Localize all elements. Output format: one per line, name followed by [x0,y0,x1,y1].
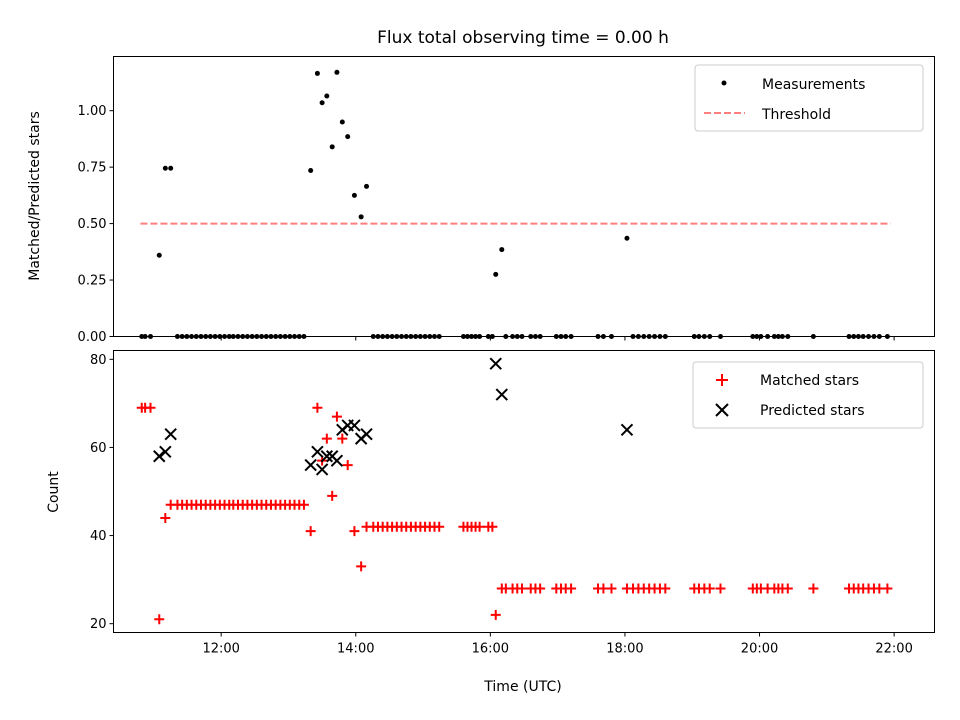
matched-stars-point [331,411,342,422]
matched-stars-point [660,583,671,594]
matched-stars-point [535,583,546,594]
predicted-stars-point [164,428,177,441]
threshold-legend-label: Threshold [761,107,831,123]
x-tick-label: 16:00 [472,642,509,657]
predicted-stars-point [153,450,166,463]
matched-stars-point [487,521,498,532]
matched-stars-point [305,526,316,537]
bottom-y-tick-label: 20 [90,617,107,632]
top-chart-title: Flux total observing time = 0.00 h [377,28,669,48]
predicted-stars-point [360,428,373,441]
matched-stars-point [145,402,156,413]
predicted-stars-point [159,445,172,459]
matched-stars-point [704,583,715,594]
measurements-point [334,69,340,75]
x-axis-label: Time (UTC) [483,679,561,695]
top-y-axis-label: Matched/Predicted stars [27,111,43,281]
predicted-stars-point [304,458,317,472]
matched-stars-point [808,583,819,594]
top-y-tick-label: 0.25 [78,274,107,289]
top-y-tick-label: 0.50 [78,217,107,232]
top-legend: Measurements Threshold [694,64,924,132]
bottom-y-tick-label: 40 [90,529,107,544]
measurements-legend-label: Measurements [762,77,865,93]
bottom-y-ticks: 20 40 60 80 [90,353,114,632]
matched-stars-legend-marker [716,374,728,386]
matched-stars-point [154,614,165,625]
measurements-point [624,235,630,241]
matched-stars-point [606,583,617,594]
bottom-axes-frame [113,350,935,633]
measurements-point [308,168,314,174]
matched-stars-point [312,402,323,413]
matched-stars-point [490,609,501,620]
top-y-tick-label: 0.00 [78,330,107,345]
measurements-point [339,119,345,125]
measurements-point [351,192,357,198]
x-tick-label: 14:00 [337,642,374,657]
predicted-stars-point [330,454,344,467]
measurements-point [345,134,351,140]
matched-stars-point [516,583,527,594]
bottom-x-ticks: 12:00 14:00 16:00 18:00 20:00 22:00 [202,632,913,657]
measurements-point [329,144,335,150]
matched-stars-point [321,433,332,444]
measurements-point [314,70,320,76]
predicted-stars-point [489,357,502,370]
matched-stars-point [160,512,171,523]
bottom-y-tick-label: 60 [90,441,107,456]
matched-stars-point [327,490,338,501]
matched-stars-point [715,583,726,594]
predicted-stars-legend-label: Predicted stars [760,403,865,419]
measurements-point [493,271,499,277]
matched-stars-point [342,460,353,471]
bottom-legend: Matched stars Predicted stars [692,361,924,429]
x-tick-label: 12:00 [202,642,239,657]
matched-stars-point [356,561,367,572]
top-y-ticks: 0.00 0.25 0.50 0.75 1.00 [78,104,114,345]
matched-stars-point [349,526,360,537]
measurements-point [156,252,162,258]
measurements-point [162,165,168,171]
measurements-point [168,165,174,171]
x-tick-label: 22:00 [875,642,912,657]
predicted-stars-point [311,445,324,459]
measurements-point [324,93,330,99]
matched-stars-point [434,521,445,532]
matched-stars-point [566,583,577,594]
measurements-legend-marker [721,80,727,86]
x-tick-label: 20:00 [741,642,778,657]
predicted-stars-point [495,388,509,401]
predicted-stars-point [348,419,361,432]
top-y-tick-label: 1.00 [78,104,107,119]
measurements-point [319,100,325,106]
top-axes-frame [113,56,935,337]
matched-stars-point [882,583,893,594]
predicted-stars-legend-marker [715,403,729,417]
matched-stars-legend-label: Matched stars [760,373,859,389]
bottom-y-axis-label: Count [46,471,62,513]
predicted-stars-point [620,423,634,437]
top-legend-box [694,64,924,132]
matched-stars-point [782,583,793,594]
matched-stars-point [298,499,309,510]
matched-stars-point [474,521,485,532]
bottom-y-tick-label: 80 [90,353,107,368]
measurements-point [364,183,370,189]
bottom-plot-area [136,357,893,625]
predicted-stars-point [320,450,334,463]
x-tick-label: 18:00 [606,642,643,657]
top-y-tick-label: 0.75 [78,161,107,176]
predicted-stars-point [315,463,329,476]
measurements-point [358,214,364,220]
matched-stars-point [337,433,348,444]
bottom-legend-box [692,361,924,429]
measurements-point [499,247,505,253]
